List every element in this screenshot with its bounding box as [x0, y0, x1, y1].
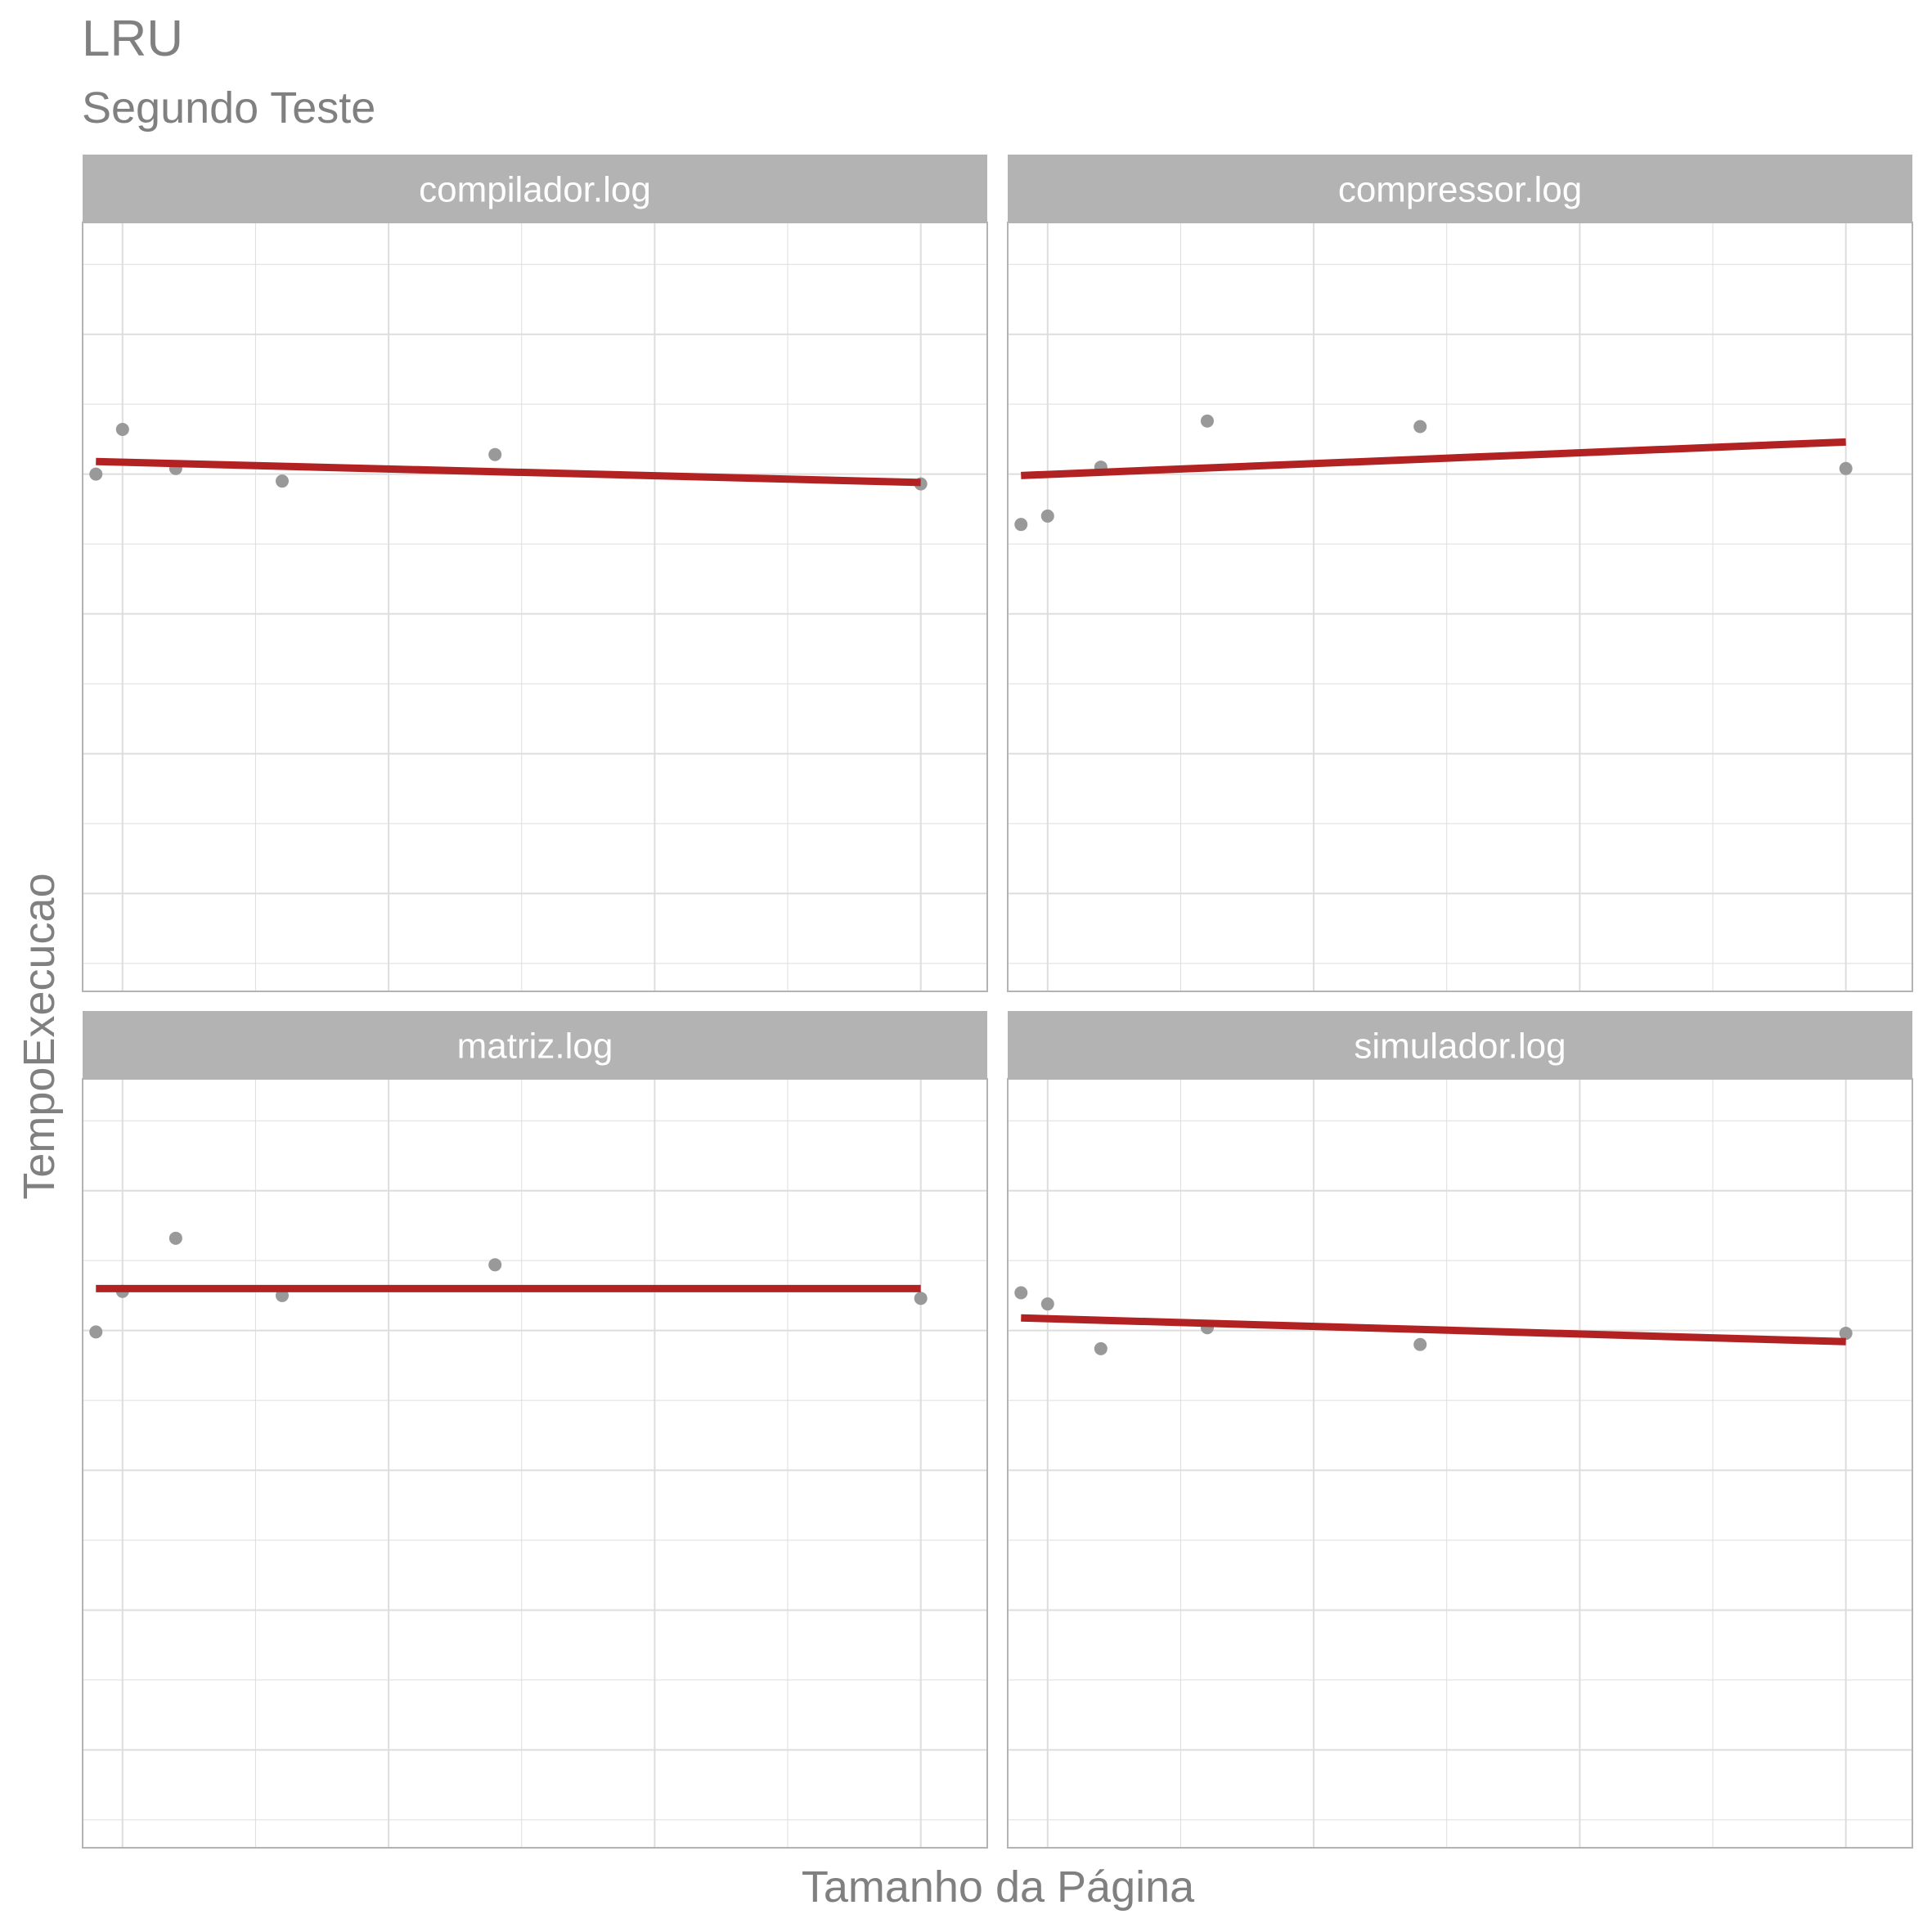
data-point: [1040, 509, 1054, 523]
data-point: [488, 447, 502, 461]
data-point: [1094, 1341, 1108, 1355]
facet-strip-label: matriz.log: [457, 1027, 613, 1067]
data-point: [1014, 1286, 1028, 1300]
data-point: [115, 422, 129, 436]
data-point: [1040, 1297, 1054, 1311]
trend-line: [1021, 438, 1846, 479]
trend-line: [1021, 1314, 1846, 1346]
data-point: [1413, 420, 1427, 434]
facet-panels: compilador.log compressor.log matriz.log si…: [82, 155, 1913, 1849]
facet-strip: [1008, 1011, 1912, 1079]
facet-strip: [83, 1011, 987, 1079]
facet-strip: [83, 155, 987, 222]
data-point: [1839, 461, 1853, 475]
plot-area: [83, 1079, 987, 1848]
data-point: [1839, 1327, 1853, 1341]
panel-border: [82, 1078, 988, 1849]
facet-panel: compilador.log: [82, 155, 988, 992]
y-axis-label: TempoExecucao: [15, 873, 64, 1199]
facet-strip-label: compilador.log: [419, 170, 651, 210]
facet-strip-label: compressor.log: [1338, 170, 1582, 210]
facet-panel: matriz.log: [82, 1011, 988, 1849]
data-point: [168, 1231, 182, 1245]
data-point: [1200, 414, 1214, 428]
trend-line: [96, 457, 921, 487]
plot-area: [1008, 222, 1912, 991]
facet-strip: [1008, 155, 1912, 222]
facet-panel: compressor.log: [1007, 155, 1913, 992]
facet-panel: simulador.log: [1007, 1011, 1913, 1849]
plot-area: [1008, 1079, 1912, 1848]
facet-strip-label: simulador.log: [1354, 1027, 1566, 1067]
data-point: [89, 467, 103, 481]
data-point: [1014, 518, 1028, 532]
x-axis-label: Tamanho da Página: [802, 1862, 1195, 1912]
chart-title: LRU: [82, 11, 183, 67]
chart-subtitle: Segundo Teste: [82, 83, 375, 133]
plot-area: [83, 222, 987, 991]
data-point: [89, 1325, 103, 1339]
panel-border: [1007, 222, 1913, 992]
panel-border: [82, 222, 988, 992]
data-point: [488, 1258, 502, 1272]
panel-border: [1007, 1078, 1913, 1849]
data-point: [914, 1292, 928, 1305]
data-point: [275, 1288, 289, 1302]
data-point: [1413, 1337, 1427, 1351]
data-point: [275, 474, 289, 488]
